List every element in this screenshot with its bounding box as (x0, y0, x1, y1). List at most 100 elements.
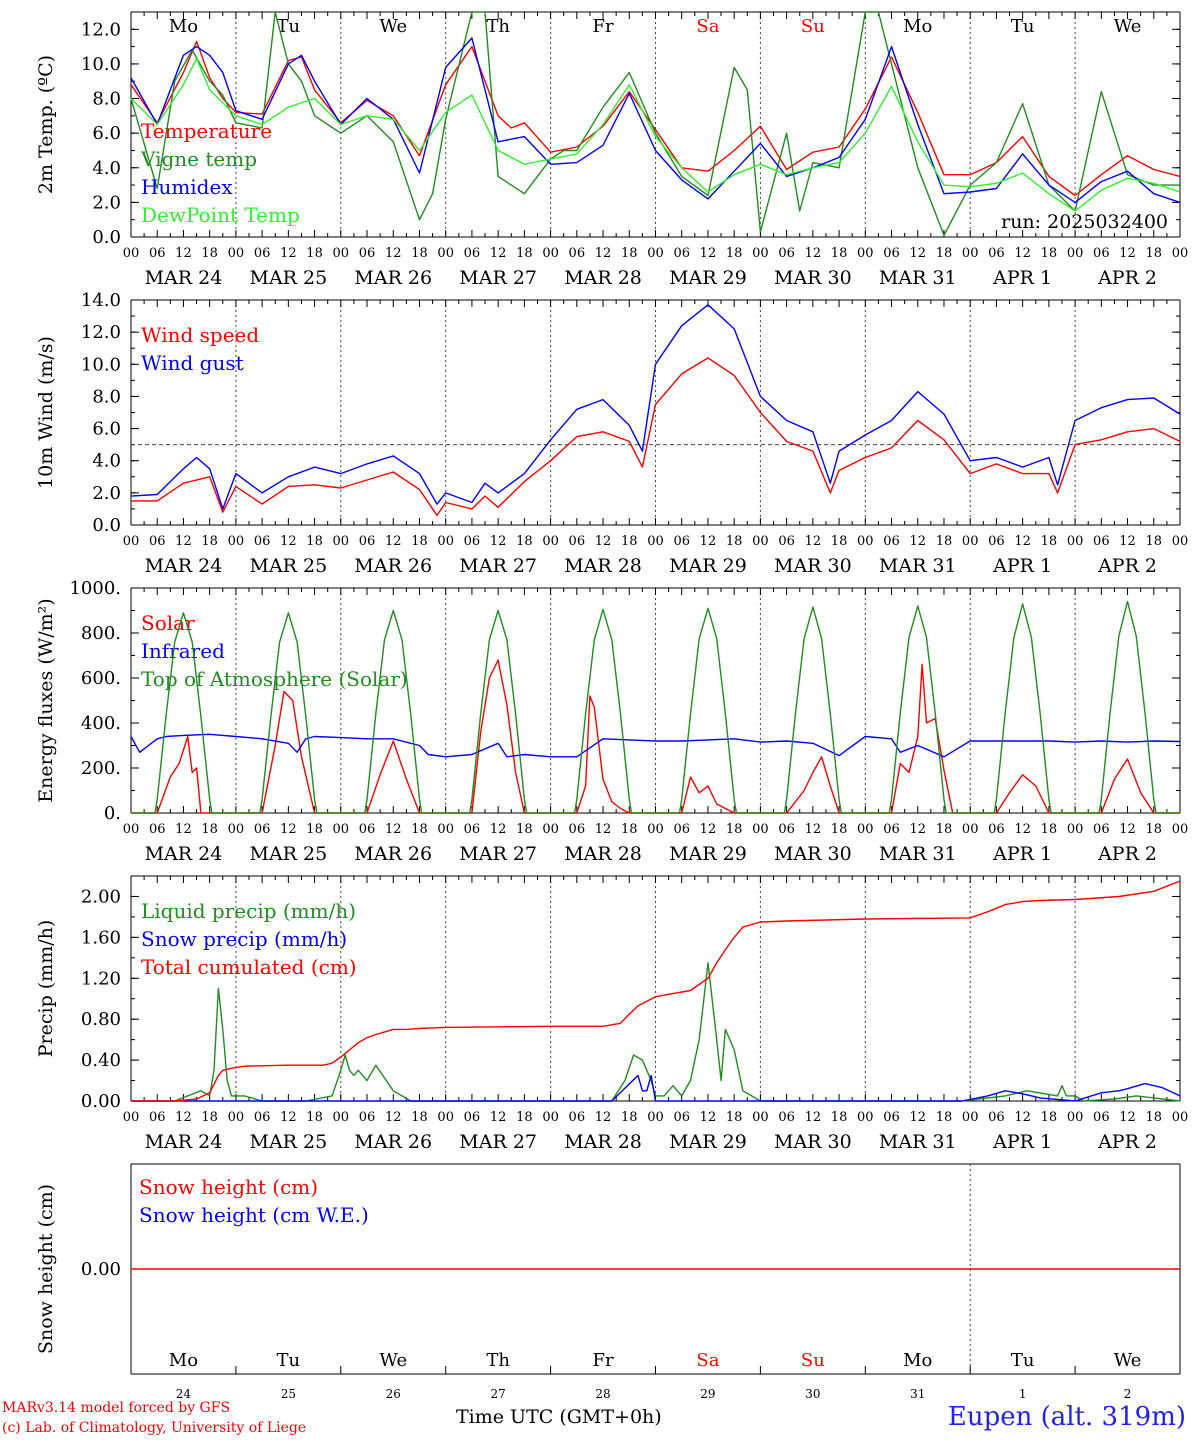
hour-tick-label: 00 (857, 1110, 874, 1125)
series-line-wind-speed (131, 357, 1181, 517)
y-tick-label: 8.0 (92, 89, 121, 110)
date-label: APR 1 (992, 267, 1052, 289)
series-line-humidex (130, 37, 1181, 204)
hour-tick-label: 00 (962, 534, 979, 549)
hour-tick-label: 18 (726, 246, 743, 261)
hour-tick-label: 12 (805, 1110, 822, 1125)
date-label: MAR 28 (564, 267, 642, 289)
hour-tick-label: 00 (752, 1110, 769, 1125)
hour-tick-label: 18 (726, 534, 743, 549)
hour-tick-label: 12 (909, 246, 926, 261)
date-label: MAR 26 (354, 267, 432, 289)
date-label: MAR 24 (145, 555, 223, 577)
hour-tick-label: 12 (1014, 246, 1031, 261)
hour-tick-label: 06 (569, 246, 586, 261)
y-tick-label: 0.00 (81, 1259, 121, 1280)
y-tick-label: 0.0 (92, 515, 121, 536)
hour-tick-label: 18 (1041, 246, 1058, 261)
y-tick-label: 8.0 (92, 386, 121, 407)
hour-tick-label: 18 (1041, 822, 1058, 837)
hour-tick-label: 18 (936, 246, 953, 261)
hour-tick-label: 00 (437, 822, 454, 837)
panel-5: Mo Tu We Th Fr Sa Su Mo Tu We 24 25 26 27 28 29 30 31 1 2 0.… (35, 1163, 1181, 1400)
y-axis-label: Energy fluxes (W/m²) (35, 598, 57, 802)
legend-entry: DewPoint Temp (141, 203, 300, 227)
legend-entry: Vigne temp (140, 147, 257, 171)
hour-tick-label: 00 (333, 1110, 350, 1125)
hour-tick-label: 06 (359, 534, 376, 549)
day-name-label: Th (486, 16, 510, 37)
date-label: MAR 31 (879, 1131, 957, 1153)
hour-tick-label: 18 (1041, 1110, 1058, 1125)
panel-2: 00 06 12 18 00 06 12 18 00 06 12 18 00 06 12 18 00 06 12 18… (35, 290, 1188, 577)
hour-tick-label: 12 (909, 822, 926, 837)
y-tick-label: 10.0 (81, 54, 121, 75)
hour-tick-label: 12 (909, 1110, 926, 1125)
date-label: MAR 24 (145, 1131, 223, 1153)
date-label: APR 1 (992, 555, 1052, 577)
hour-tick-label: 00 (1172, 246, 1189, 261)
day-name-label: We (1114, 16, 1142, 37)
y-tick-label: 12.0 (81, 322, 121, 343)
day-name-label: Su (801, 1350, 825, 1371)
day-name-label: Mo (903, 16, 932, 37)
panel-4: 00 06 12 18 00 06 12 18 00 06 12 18 00 06 12 18 00 06 12 18… (35, 875, 1188, 1153)
hour-tick-label: 06 (569, 1110, 586, 1125)
series-line-total-cumulated-cm- (131, 880, 1181, 1102)
date-label: MAR 27 (459, 555, 537, 577)
hour-tick-label: 12 (700, 246, 717, 261)
hour-tick-label: 18 (1146, 534, 1163, 549)
hour-tick-label: 06 (988, 534, 1005, 549)
hour-tick-label: 12 (595, 822, 612, 837)
hour-tick-label: 12 (805, 822, 822, 837)
date-label: MAR 25 (249, 1131, 327, 1153)
day-name-label: We (379, 16, 407, 37)
day-name-label: Sa (696, 1350, 719, 1371)
hour-tick-label: 12 (700, 822, 717, 837)
legend-entry: Liquid precip (mm/h) (141, 899, 356, 923)
day-name-label: We (379, 1350, 407, 1371)
hour-tick-label: 00 (752, 246, 769, 261)
legend-entry: Humidex (141, 175, 233, 199)
hour-tick-label: 18 (1146, 822, 1163, 837)
hour-tick-label: 00 (437, 534, 454, 549)
y-axis-label: 2m Temp. (ºC) (35, 55, 57, 194)
hour-tick-label: 00 (857, 534, 874, 549)
hour-tick-label: 00 (1067, 1110, 1084, 1125)
hour-tick-label: 00 (123, 246, 140, 261)
legend-entry: Snow height (cm) (139, 1175, 318, 1199)
y-tick-label: 14.0 (81, 290, 121, 311)
hour-tick-label: 06 (883, 534, 900, 549)
date-label: MAR 30 (774, 267, 852, 289)
date-label: MAR 30 (774, 555, 852, 577)
hour-tick-label: 12 (1119, 534, 1136, 549)
y-tick-label: 0.80 (81, 1009, 121, 1030)
series-line-dewpoint-temp (130, 58, 1181, 212)
hour-tick-label: 18 (1146, 1110, 1163, 1125)
y-tick-label: 600. (81, 668, 121, 689)
hour-tick-label: 12 (490, 246, 507, 261)
hour-tick-label: 12 (805, 534, 822, 549)
day-name-label: We (1114, 1350, 1142, 1371)
series-line-vigne-temp (130, 11, 1180, 237)
hour-tick-label: 00 (752, 534, 769, 549)
hour-tick-label: 00 (1067, 822, 1084, 837)
hour-tick-label: 06 (569, 534, 586, 549)
hour-tick-label: 12 (490, 1110, 507, 1125)
date-label: MAR 26 (354, 555, 432, 577)
day-number-label: 27 (491, 1387, 506, 1400)
legend-entry: Snow precip (mm/h) (141, 927, 347, 951)
y-tick-label: 200. (81, 758, 121, 779)
hour-tick-label: 18 (831, 246, 848, 261)
hour-tick-label: 12 (595, 1110, 612, 1125)
y-tick-label: 6.0 (92, 123, 121, 144)
legend-entry: Wind speed (141, 323, 259, 347)
hour-tick-label: 12 (700, 534, 717, 549)
hour-tick-label: 12 (595, 534, 612, 549)
hour-tick-label: 18 (621, 246, 638, 261)
date-label: MAR 31 (879, 267, 957, 289)
y-tick-label: 10.0 (81, 354, 121, 375)
date-label: APR 1 (992, 1131, 1052, 1153)
hour-tick-label: 00 (647, 534, 664, 549)
hour-tick-label: 00 (123, 822, 140, 837)
